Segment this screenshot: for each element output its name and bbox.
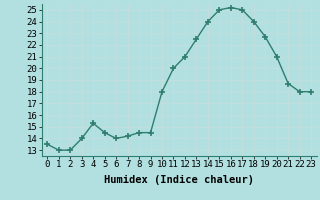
X-axis label: Humidex (Indice chaleur): Humidex (Indice chaleur) [104,175,254,185]
